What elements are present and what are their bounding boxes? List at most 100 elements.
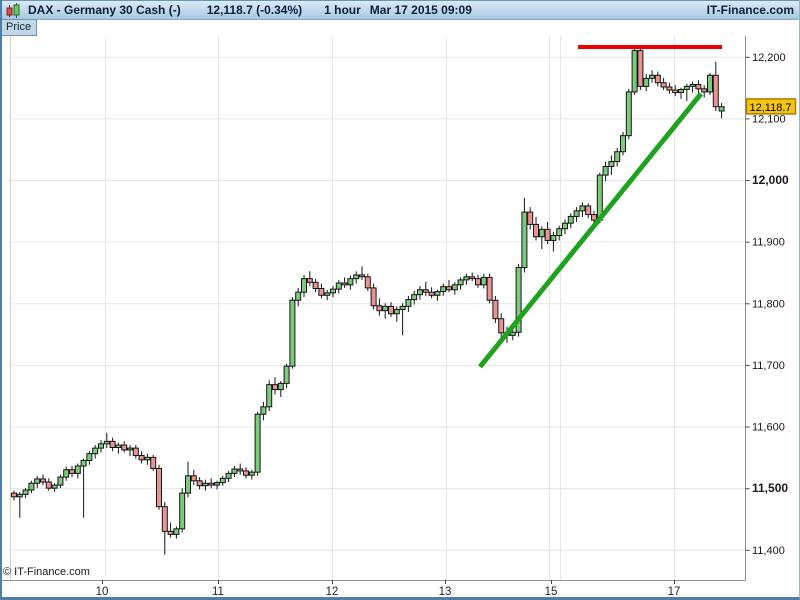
candle-body xyxy=(185,475,191,494)
candle-body xyxy=(214,482,220,486)
candle-body xyxy=(237,468,244,472)
candle-body xyxy=(138,455,145,461)
candle-body xyxy=(353,274,360,280)
candle-body xyxy=(411,294,418,301)
candle-body xyxy=(98,443,104,449)
candle-body xyxy=(121,444,128,451)
candle-body xyxy=(620,135,626,153)
y-axis-label: 11,500 xyxy=(752,481,788,495)
candle-body xyxy=(248,471,255,476)
x-axis-label: 15 xyxy=(545,586,558,598)
candle-body xyxy=(643,77,650,87)
candle-body xyxy=(196,480,203,487)
candle-body xyxy=(660,82,667,88)
candle-body xyxy=(422,289,429,293)
candle-body xyxy=(243,470,249,476)
candle-body xyxy=(57,476,64,486)
candle-body xyxy=(376,305,383,312)
x-axis-label: 12 xyxy=(326,586,339,598)
candle-body xyxy=(492,299,499,320)
candle-body xyxy=(388,305,394,315)
candle-body xyxy=(144,456,151,461)
candle-body xyxy=(86,453,93,461)
y-axis-label: 11,700 xyxy=(752,360,785,372)
candle-body xyxy=(683,85,690,90)
candle-body xyxy=(405,299,412,307)
candle-body xyxy=(591,214,597,221)
brand-label: IT-Finance.com xyxy=(706,3,794,17)
x-axis-label: 17 xyxy=(668,586,681,598)
candle-body xyxy=(173,528,180,535)
candle-body xyxy=(614,151,621,163)
datetime-label: Mar 17 2015 09:09 xyxy=(369,3,472,17)
last-quote: 12,118.7 (-0.34%) xyxy=(206,3,303,17)
candle-body xyxy=(272,384,278,391)
candle-body xyxy=(132,447,139,457)
tab-price[interactable]: Price xyxy=(1,19,38,36)
candle-body xyxy=(521,211,528,269)
candle-body xyxy=(179,492,186,530)
candle-body xyxy=(347,278,354,286)
candle-body xyxy=(678,88,684,94)
candle-body xyxy=(51,484,58,489)
y-axis-label: 11,400 xyxy=(752,545,785,557)
title-bar: DAX - Germany 30 Cash (-) 12,118.7 (-0.3… xyxy=(0,0,800,20)
candle-body xyxy=(289,299,296,367)
candle-body xyxy=(486,276,493,301)
candle-body xyxy=(451,284,458,291)
candle-body xyxy=(533,223,539,238)
candle-body xyxy=(306,278,313,283)
candle-body xyxy=(109,440,116,449)
candle-body xyxy=(608,161,615,167)
candle-body xyxy=(335,282,342,290)
candle-body xyxy=(92,447,99,455)
candle-body xyxy=(672,89,679,94)
x-axis-label: 10 xyxy=(96,586,109,598)
candle-body xyxy=(509,331,516,336)
candle-body xyxy=(74,465,81,474)
candle-body xyxy=(324,292,331,296)
candle-body xyxy=(602,165,609,176)
candle-body xyxy=(40,478,46,483)
candle-body xyxy=(16,493,23,498)
candle-body xyxy=(156,467,162,508)
candle-body xyxy=(359,274,365,278)
candle-body xyxy=(167,530,174,535)
candle-body xyxy=(393,308,400,315)
candle-body xyxy=(567,215,574,224)
candle-body xyxy=(649,74,655,79)
candle-body xyxy=(695,84,702,90)
candle-body xyxy=(463,276,470,281)
candle-body xyxy=(330,288,336,294)
candle-body xyxy=(341,282,348,286)
candlestick-icon xyxy=(6,2,20,18)
candle-body xyxy=(544,228,551,241)
candle-body xyxy=(219,477,226,484)
candle-body xyxy=(150,456,157,469)
candle-body xyxy=(312,281,319,290)
candle-body xyxy=(11,492,17,498)
candle-body xyxy=(556,228,563,237)
copyright-watermark: © IT-Finance.com xyxy=(3,566,90,578)
candle-body xyxy=(364,276,371,289)
candle-body xyxy=(22,489,29,495)
trend-line[interactable] xyxy=(478,92,703,369)
y-axis-label: 11,600 xyxy=(752,422,785,434)
candle-body xyxy=(573,210,580,217)
candle-body xyxy=(417,289,423,296)
candle-body xyxy=(202,482,209,487)
candle-body xyxy=(34,478,41,484)
last-price-label xyxy=(745,98,797,115)
candle-body xyxy=(457,279,464,286)
candle-body xyxy=(498,318,505,334)
candle-body xyxy=(585,205,592,216)
candle-body xyxy=(707,74,713,93)
candle-body xyxy=(382,305,389,312)
candle-body xyxy=(103,440,110,445)
y-axis-label: 11,900 xyxy=(752,237,785,249)
timeframe-label: 1 hour xyxy=(324,3,361,17)
y-axis-label: 11,800 xyxy=(752,298,785,310)
candle-body xyxy=(127,447,133,451)
y-axis-label: 12,000 xyxy=(752,173,789,187)
